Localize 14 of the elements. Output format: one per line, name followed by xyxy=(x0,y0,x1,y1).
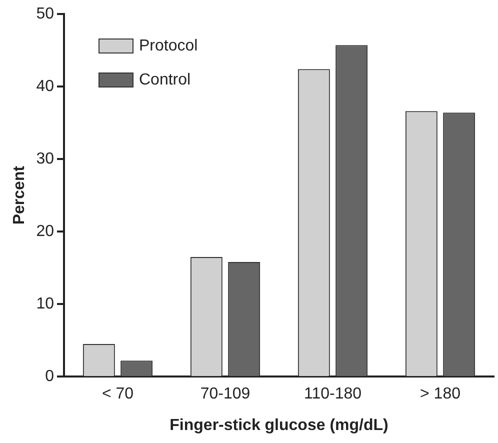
legend-label: Protocol xyxy=(138,37,198,54)
y-axis-title: Percent xyxy=(11,165,28,225)
legend-label: Control xyxy=(138,71,191,88)
x-tick-label: 110-180 xyxy=(304,386,362,403)
x-tick-label: 70-109 xyxy=(200,386,250,403)
x-tick-label: < 70 xyxy=(102,386,134,403)
y-tick-label: 30 xyxy=(36,150,54,168)
y-tick-label: 10 xyxy=(36,295,54,312)
y-tick-label: 50 xyxy=(36,5,54,22)
y-tick-label: 40 xyxy=(36,78,54,95)
x-axis-title: Finger-stick glucose (mg/dL) xyxy=(170,416,388,434)
y-tick-label: 0 xyxy=(45,368,54,386)
y-tick-label: 20 xyxy=(36,222,54,240)
x-tick-label: > 180 xyxy=(420,386,461,403)
